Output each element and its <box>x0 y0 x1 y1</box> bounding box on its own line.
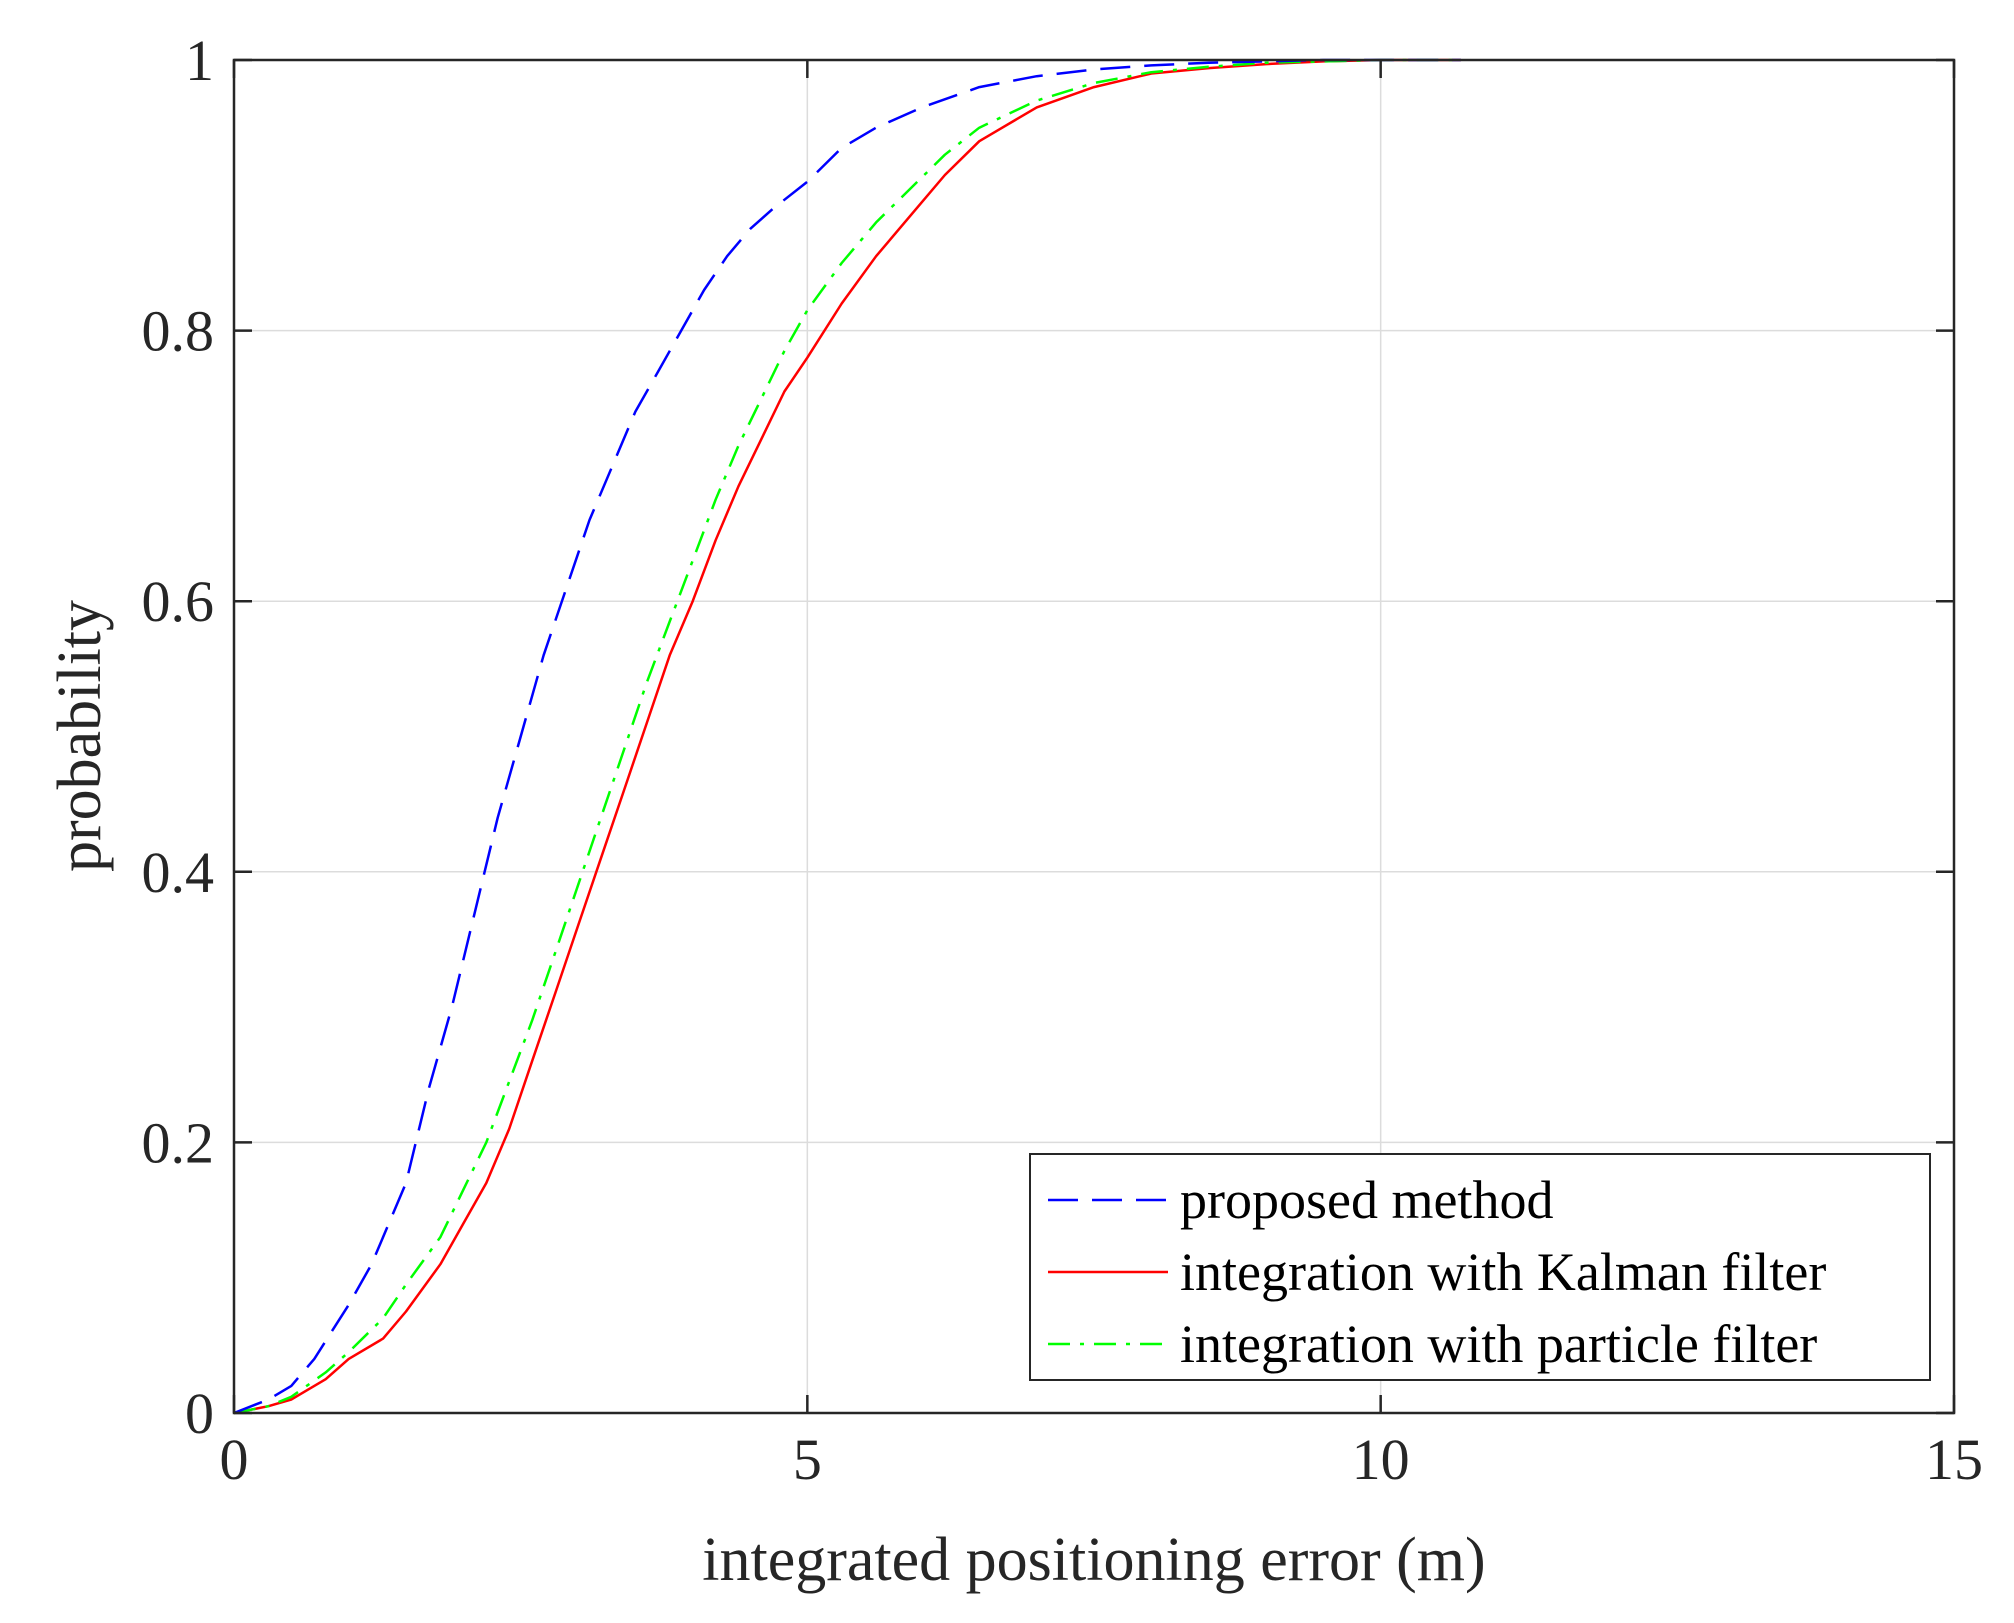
y-tick-label: 0 <box>185 1381 214 1446</box>
legend: proposed method integration with Kalman f… <box>1029 1153 1931 1381</box>
y-tick-label: 0.8 <box>142 299 215 364</box>
legend-entries: proposed method integration with Kalman f… <box>1048 1170 1826 1374</box>
axis-ticks: 0 5 10 15 0 0.2 0.4 0.6 0.8 1 <box>142 28 1984 1492</box>
series-line-proposed-method <box>233 58 1461 1415</box>
x-tick-label: 15 <box>1925 1427 1983 1492</box>
y-tick-label: 0.4 <box>142 840 215 905</box>
x-tick-label: 0 <box>220 1427 249 1492</box>
legend-label-integration-with-particle-filter: integration with particle filter <box>1180 1314 1817 1374</box>
x-tick-label: 10 <box>1352 1427 1410 1492</box>
legend-box <box>1029 1153 1931 1381</box>
axes-box <box>232 58 1956 1415</box>
series-lines <box>233 58 1461 1415</box>
y-tick-label: 0.2 <box>142 1110 215 1175</box>
y-tick-label: 1 <box>185 28 214 93</box>
y-axis-label: probability <box>46 600 114 872</box>
legend-label-proposed-method: proposed method <box>1180 1170 1553 1230</box>
legend-label-integration-with-kalman-filter: integration with Kalman filter <box>1180 1242 1826 1302</box>
x-axis-label: integrated positioning error (m) <box>702 1526 1485 1594</box>
series-line-integration-with-kalman-filter <box>233 58 1461 1415</box>
x-tick-label: 5 <box>793 1427 822 1492</box>
y-tick-label: 0.6 <box>142 569 215 634</box>
